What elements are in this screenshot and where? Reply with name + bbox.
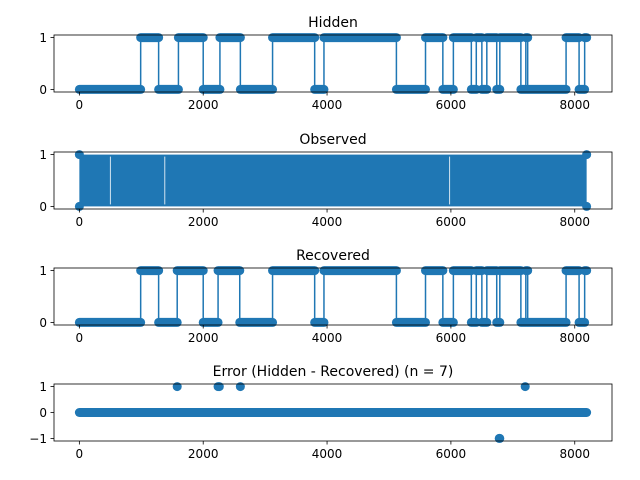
x-tick-label: 2000: [188, 447, 219, 461]
y-tick-label: 0: [39, 316, 47, 330]
x-tick-label: 8000: [559, 447, 590, 461]
marker-run: [74, 317, 146, 327]
error-point: [235, 382, 245, 392]
plot-area: [74, 33, 592, 94]
marker-run: [523, 84, 571, 94]
x-tick-label: 8000: [559, 98, 590, 112]
x-tick-label: 6000: [436, 98, 467, 112]
marker-run: [136, 33, 164, 43]
marker-run: [495, 33, 526, 43]
x-tick-label: 0: [76, 331, 84, 345]
axes-frame: [53, 267, 613, 326]
x-tick-label: 4000: [312, 215, 343, 229]
y-tick-label: 0: [39, 406, 47, 420]
marker-run: [574, 317, 590, 327]
y-tick-label: 0: [39, 200, 47, 214]
x-tick-label: 6000: [436, 447, 467, 461]
marker-run: [391, 84, 431, 94]
error-point: [214, 382, 224, 392]
marker-run: [438, 84, 458, 94]
subplot-title: Error (Hidden - Recovered) (n = 7): [213, 364, 454, 380]
x-tick-label: 6000: [436, 331, 467, 345]
marker-run: [477, 84, 492, 94]
plot-area: [74, 382, 592, 443]
subplot-2: Observed 0 2000 4000 6000 8000 0 1: [39, 132, 613, 229]
marker-run: [154, 84, 183, 94]
marker-run: [492, 84, 505, 94]
error-point: [520, 382, 530, 392]
y-tick-label: 1: [39, 380, 47, 394]
x-tick-label: 4000: [312, 331, 343, 345]
marker-run: [213, 266, 245, 276]
marker-run: [523, 317, 571, 327]
marker-run: [198, 317, 223, 327]
baseline-markers: [74, 408, 592, 417]
marker-run: [215, 33, 245, 43]
marker-run: [74, 84, 146, 94]
marker: [74, 150, 84, 160]
x-tick-label: 2000: [188, 331, 219, 345]
subplot-title: Hidden: [308, 15, 358, 31]
y-tick-label: 1: [39, 31, 47, 45]
x-tick-label: 0: [76, 215, 84, 229]
marker-run: [521, 266, 533, 276]
x-tick-label: 4000: [312, 447, 343, 461]
x-tick-label: 8000: [559, 215, 590, 229]
marker-run: [310, 317, 329, 327]
marker-run: [172, 266, 208, 276]
marker-run: [421, 266, 448, 276]
x-tick-label: 4000: [312, 98, 343, 112]
marker-run: [580, 33, 592, 43]
marker: [582, 150, 592, 160]
y-tick-label: 1: [39, 148, 47, 162]
marker-run: [421, 33, 448, 43]
marker-run: [235, 317, 278, 327]
marker-run: [580, 266, 592, 276]
x-tick-label: 0: [76, 98, 84, 112]
marker-run: [574, 84, 590, 94]
x-tick-label: 2000: [188, 98, 219, 112]
x-tick-label: 0: [76, 447, 84, 461]
marker-run: [136, 266, 164, 276]
marker-run: [319, 33, 401, 43]
subplot-3: Recovered 0 2000 4000 6000 8000 0 1: [39, 248, 613, 345]
series-line: [79, 269, 587, 324]
marker-run: [268, 33, 320, 43]
marker-run: [477, 317, 492, 327]
y-tick-label: 1: [39, 264, 47, 278]
error-point: [172, 382, 182, 392]
subplot-1: Hidden 0 2000 4000 6000 8000 0 1: [39, 15, 613, 112]
error-point: [495, 433, 505, 443]
marker-run: [492, 317, 505, 327]
marker-run: [310, 84, 329, 94]
plot-area: [74, 150, 592, 211]
marker-run: [438, 317, 458, 327]
marker-run: [495, 266, 526, 276]
subplot-4: Error (Hidden - Recovered) (n = 7) 0 2000 4…: [29, 364, 613, 461]
axes-frame: [53, 34, 613, 93]
marker-run: [268, 266, 320, 276]
y-tick-label: −1: [29, 432, 47, 446]
marker-run: [154, 317, 182, 327]
marker-run: [391, 317, 431, 327]
subplot-title: Recovered: [296, 248, 370, 264]
marker-run: [173, 33, 208, 43]
series-line: [79, 36, 587, 91]
dense-series-fill: [79, 154, 587, 207]
marker-run: [198, 84, 225, 94]
y-tick-label: 0: [39, 83, 47, 97]
marker-run: [319, 266, 401, 276]
axes-frame: [53, 151, 613, 210]
x-tick-label: 8000: [559, 331, 590, 345]
x-tick-label: 2000: [188, 215, 219, 229]
marker-run: [235, 84, 278, 94]
subplot-title: Observed: [299, 132, 366, 148]
marker-run: [521, 33, 533, 43]
marker: [582, 201, 592, 211]
x-tick-label: 6000: [436, 215, 467, 229]
plot-area: [74, 266, 592, 327]
